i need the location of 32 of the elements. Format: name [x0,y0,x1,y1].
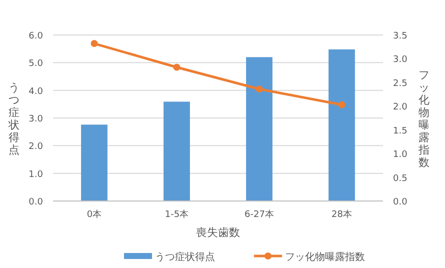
point [173,64,180,71]
point [256,86,263,93]
y2-tick-label: 2.0 [393,102,408,113]
y2-tick-label: 1.0 [393,150,408,160]
x-tick-label: 28本 [332,209,352,220]
y2-axis-title: フッ化物曝露指数 [418,68,430,169]
x-axis-title: 喪失歯数 [196,226,240,239]
point [90,40,98,48]
y-axis-title: うつ症状得点 [8,80,20,156]
y-tick-label: 6.0 [28,32,44,42]
y-tick-label: 0.0 [28,198,44,208]
x-tick-label: 0本 [86,209,102,220]
bar [164,102,190,201]
legend-label: フッ化物曝露指数 [285,251,365,263]
y2-tick-label: 1.5 [393,126,408,136]
y2-tick-label: 2.5 [393,78,408,89]
point [338,101,346,108]
y-tick-label: 5.0 [28,59,44,70]
y2-tick-label: 0.0 [393,198,408,208]
y2-tick-label: 3.0 [393,55,408,66]
bar [81,124,108,201]
x-tick-label: 6-27本 [244,209,274,220]
y-tick-label: 3.0 [28,114,44,124]
bar [328,49,355,201]
legend-label: うつ症状得点 [155,251,215,263]
y-tick-label: 4.0 [28,86,44,97]
bar [246,57,272,201]
y2-tick-label: 3.5 [393,32,408,42]
y-tick-label: 1.0 [28,170,44,180]
y-tick-label: 2.0 [28,142,44,152]
x-tick-label: 1-5本 [164,209,189,220]
y2-tick-label: 0.5 [393,174,408,184]
